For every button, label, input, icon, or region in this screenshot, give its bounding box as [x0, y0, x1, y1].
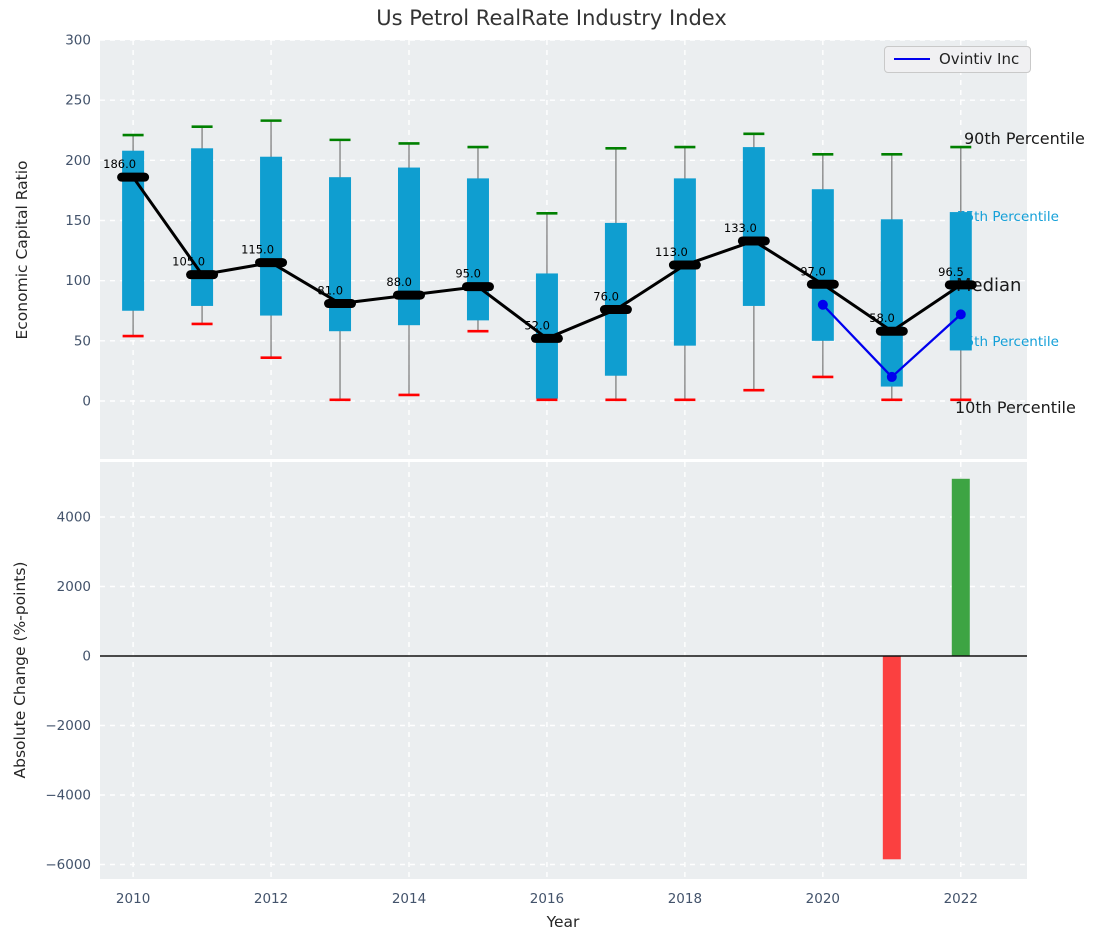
median-value-label-2015: 95.0 — [455, 267, 481, 281]
median-value-label-2021: 58.0 — [869, 311, 895, 325]
iqr-box-2011 — [191, 148, 214, 306]
annotation-90th-percentile: 90th Percentile — [964, 129, 1085, 148]
median-value-label-2011: 105.0 — [172, 255, 205, 269]
median-value-label-2020: 97.0 — [800, 264, 826, 278]
iqr-box-2015 — [466, 178, 489, 321]
iqr-box-2021 — [880, 219, 903, 387]
legend-label: Ovintiv Inc — [939, 50, 1020, 68]
chart-title: Us Petrol RealRate Industry Index — [376, 6, 727, 30]
bottom-plot-bg — [100, 462, 1027, 879]
iqr-box-2013 — [329, 177, 352, 332]
xtick-2022: 2022 — [944, 891, 978, 907]
change-bar-2021 — [882, 656, 901, 860]
iqr-box-2020 — [811, 189, 834, 341]
bottom-y-axis-label: Absolute Change (%-points) — [11, 561, 29, 779]
xtick-2014: 2014 — [392, 891, 426, 907]
iqr-box-2010 — [122, 150, 145, 311]
top-ytick-300: 300 — [65, 33, 91, 49]
bottom-ytick-4000: 4000 — [57, 510, 91, 526]
bottom-ytick--2000: −2000 — [45, 718, 91, 734]
top-ytick-50: 50 — [74, 333, 91, 349]
company-line-swatch — [894, 58, 930, 60]
top-plot-bg — [100, 40, 1027, 459]
legend: Ovintiv Inc — [884, 46, 1032, 73]
xtick-2020: 2020 — [806, 891, 840, 907]
company-point-2022 — [955, 309, 966, 320]
company-point-2021 — [886, 371, 897, 382]
bottom-ytick--6000: −6000 — [45, 857, 91, 873]
xtick-2010: 2010 — [116, 891, 150, 907]
bottom-ytick--4000: −4000 — [45, 788, 91, 804]
top-ytick-250: 250 — [65, 93, 91, 109]
xtick-2018: 2018 — [668, 891, 702, 907]
median-value-label-2018: 113.0 — [655, 245, 688, 259]
annotation-75th-percentile: 75th Percentile — [957, 209, 1059, 225]
x-axis-label: Year — [546, 913, 580, 931]
top-ytick-100: 100 — [65, 273, 91, 289]
iqr-box-2012 — [260, 156, 283, 316]
company-point-2020 — [817, 299, 828, 310]
median-value-label-2022: 96.5 — [938, 265, 964, 279]
xtick-2012: 2012 — [254, 891, 288, 907]
median-value-label-2017: 76.0 — [593, 290, 619, 304]
annotation-10th-percentile: 10th Percentile — [955, 398, 1076, 417]
iqr-box-2019 — [742, 147, 765, 306]
iqr-box-2017 — [604, 222, 627, 376]
top-ytick-200: 200 — [65, 153, 91, 169]
annotation-25th-percentile: 25th Percentile — [957, 334, 1059, 350]
iqr-box-2014 — [398, 167, 420, 326]
median-value-label-2010: 186.0 — [103, 157, 136, 171]
median-value-label-2012: 115.0 — [241, 243, 274, 257]
annotation-median: Median — [956, 275, 1021, 296]
bottom-ytick-2000: 2000 — [57, 579, 91, 595]
median-value-label-2016: 52.0 — [524, 318, 550, 332]
xtick-2016: 2016 — [530, 891, 564, 907]
bottom-ytick-0: 0 — [82, 649, 91, 665]
top-ytick-0: 0 — [82, 393, 91, 409]
median-value-label-2014: 88.0 — [386, 275, 412, 289]
top-y-axis-label: Economic Capital Ratio — [13, 160, 31, 340]
top-ytick-150: 150 — [65, 213, 91, 229]
change-bar-2022 — [951, 478, 970, 657]
median-value-label-2013: 81.0 — [317, 284, 343, 298]
median-value-label-2019: 133.0 — [724, 221, 757, 235]
